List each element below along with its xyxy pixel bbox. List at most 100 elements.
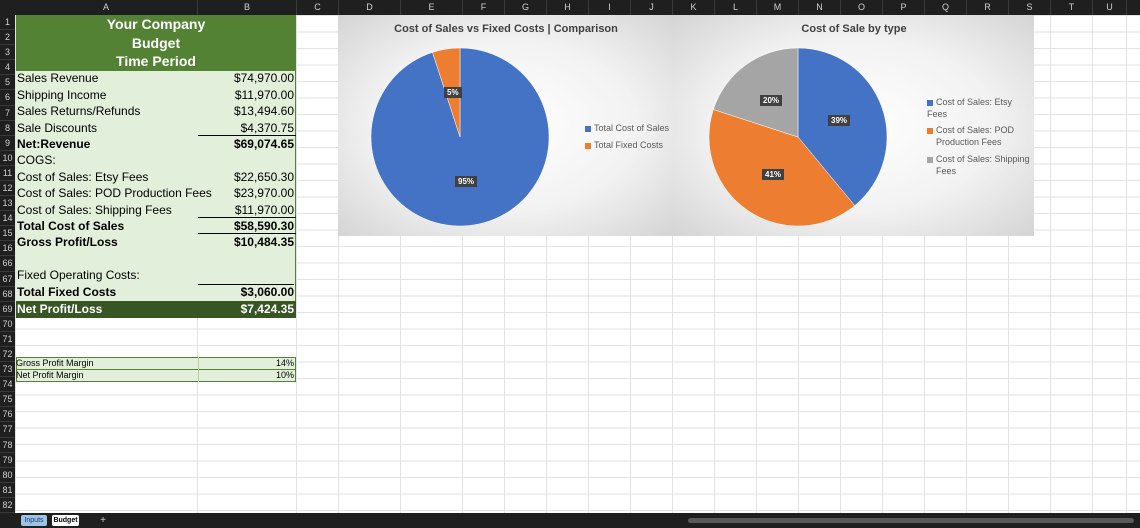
shipping-income-label[interactable]: Shipping Income [17, 88, 107, 102]
row-header-78[interactable]: 78 [0, 438, 15, 453]
row-header-73[interactable]: 73 [0, 362, 15, 378]
pod-fees-value[interactable]: $23,970.00 [233, 186, 294, 200]
row-header-13[interactable]: 13 [0, 196, 15, 212]
row-header-74[interactable]: 74 [0, 377, 15, 393]
gross-margin-label[interactable]: Gross Profit Margin [16, 358, 94, 368]
pod-fees-label[interactable]: Cost of Sales: POD Production Fees [17, 186, 212, 200]
column-header-h[interactable]: H [547, 0, 589, 15]
etsy-fees-label[interactable]: Cost of Sales: Etsy Fees [17, 170, 149, 184]
total-cost-of-sales-value[interactable]: $58,590.30 [198, 219, 296, 234]
row-header-6[interactable]: 6 [0, 90, 15, 106]
column-header-b[interactable]: B [198, 0, 297, 15]
column-header-k[interactable]: K [673, 0, 715, 15]
row-header-69[interactable]: 69 [0, 302, 15, 317]
net-profit-row[interactable] [16, 301, 296, 318]
returns-value[interactable]: $13,494.60 [233, 104, 294, 118]
column-header-q[interactable]: Q [925, 0, 967, 15]
column-header-m[interactable]: M [757, 0, 799, 15]
chart1-label-cost: 95% [455, 176, 478, 187]
column-header-i[interactable]: I [589, 0, 631, 15]
row-header-76[interactable]: 76 [0, 407, 15, 423]
total-fixed-costs-value[interactable]: $3,060.00 [240, 285, 294, 299]
sales-revenue-value[interactable]: $74,970.00 [233, 71, 294, 85]
row-header-2[interactable]: 2 [0, 30, 15, 46]
gross-profit-value[interactable]: $10,484.35 [233, 235, 294, 249]
chart2-slice-2[interactable] [713, 47, 799, 138]
grid-vline [462, 15, 463, 513]
column-header-c[interactable]: C [297, 0, 339, 15]
chart2-slice-1[interactable] [708, 109, 856, 227]
chart2-legend-swatch-etsy [927, 99, 933, 106]
total-cost-of-sales-label[interactable]: Total Cost of Sales [17, 219, 125, 233]
column-header-d[interactable]: D [339, 0, 401, 15]
row-header-71[interactable]: 71 [0, 332, 15, 347]
net-profit-value[interactable]: $7,424.35 [240, 302, 294, 316]
column-header-u[interactable]: U [1093, 0, 1127, 15]
row-header-9[interactable]: 9 [0, 136, 15, 151]
row-header-1[interactable]: 1 [0, 15, 15, 31]
cogs-label[interactable]: COGS: [17, 153, 56, 167]
column-header-r[interactable]: R [967, 0, 1009, 15]
net-margin-value[interactable]: 10% [275, 370, 294, 380]
budget-header[interactable]: Your Company Budget Time Period [16, 15, 296, 71]
row-header-14[interactable]: 14 [0, 211, 15, 227]
row-header-5[interactable]: 5 [0, 75, 15, 91]
row-header-15[interactable]: 15 [0, 226, 15, 242]
row-header-72[interactable]: 72 [0, 347, 15, 363]
row-header-67[interactable]: 67 [0, 272, 15, 287]
row-header-8[interactable]: 8 [0, 121, 15, 136]
row-header-66[interactable]: 66 [0, 256, 15, 272]
row-header-80[interactable]: 80 [0, 468, 15, 483]
chart-cost-vs-fixed[interactable]: Cost of Sales vs Fixed Costs | Compariso… [338, 15, 674, 236]
row-header-11[interactable]: 11 [0, 166, 15, 181]
row-header-3[interactable]: 3 [0, 45, 15, 61]
net-margin-label[interactable]: Net Profit Margin [16, 370, 84, 380]
column-header-a[interactable]: A [15, 0, 198, 15]
column-header-e[interactable]: E [401, 0, 463, 15]
row-header-77[interactable]: 77 [0, 422, 15, 438]
column-header-s[interactable]: S [1009, 0, 1051, 15]
column-header-j[interactable]: J [631, 0, 673, 15]
net-revenue-value[interactable]: $69,074.65 [233, 137, 294, 151]
tab-budget[interactable]: Budget [52, 515, 79, 526]
gross-profit-label[interactable]: Gross Profit/Loss [17, 235, 118, 249]
total-fixed-costs-label[interactable]: Total Fixed Costs [17, 285, 117, 299]
discounts-value[interactable]: $4,370.75 [198, 121, 296, 136]
row-header-81[interactable]: 81 [0, 483, 15, 498]
returns-label[interactable]: Sales Returns/Refunds [17, 104, 141, 118]
row-header-68[interactable]: 68 [0, 287, 15, 302]
row-header-82[interactable]: 82 [0, 498, 15, 513]
discounts-label[interactable]: Sale Discounts [17, 121, 98, 135]
column-header-l[interactable]: L [715, 0, 757, 15]
column-header-f[interactable]: F [463, 0, 505, 15]
row-header-12[interactable]: 12 [0, 181, 15, 197]
row-header-7[interactable]: 7 [0, 106, 15, 121]
sales-revenue-label[interactable]: Sales Revenue [17, 71, 99, 85]
column-header-o[interactable]: O [841, 0, 883, 15]
shipping-fees-value[interactable]: $11,970.00 [198, 203, 296, 218]
row-header-75[interactable]: 75 [0, 392, 15, 408]
row-header-79[interactable]: 79 [0, 453, 15, 468]
shipping-income-value[interactable]: $11,970.00 [234, 88, 294, 102]
row-header-10[interactable]: 10 [0, 151, 15, 166]
column-header-n[interactable]: N [799, 0, 841, 15]
gross-margin-value[interactable]: 14% [275, 358, 294, 368]
column-header-g[interactable]: G [505, 0, 547, 15]
column-header-p[interactable]: P [883, 0, 925, 15]
row-header-70[interactable]: 70 [0, 317, 15, 332]
row-header-4[interactable]: 4 [0, 60, 15, 76]
add-sheet-button[interactable]: + [100, 515, 106, 526]
net-profit-label[interactable]: Net Profit/Loss [17, 302, 103, 316]
chart-cost-by-type[interactable]: Cost of Sale by type 20% 39% 41% Cost of… [674, 15, 1034, 236]
etsy-fees-value[interactable]: $22,650.30 [233, 170, 294, 184]
column-header-t[interactable]: T [1051, 0, 1093, 15]
chart2-slice-0[interactable] [797, 47, 888, 206]
fixed-costs-header-label[interactable]: Fixed Operating Costs: [17, 268, 140, 282]
horizontal-scrollbar[interactable] [688, 518, 1134, 523]
row-header-16[interactable]: 16 [0, 241, 15, 257]
net-revenue-label[interactable]: Net:Revenue [17, 137, 91, 151]
shipping-fees-label[interactable]: Cost of Sales: Shipping Fees [17, 203, 172, 217]
tab-inputs[interactable]: Inputs [21, 515, 47, 526]
chart2-legend-etsy: Cost of Sales: Etsy Fees [927, 96, 1034, 120]
chart1-legend-cost: Total Cost of Sales [585, 122, 669, 134]
